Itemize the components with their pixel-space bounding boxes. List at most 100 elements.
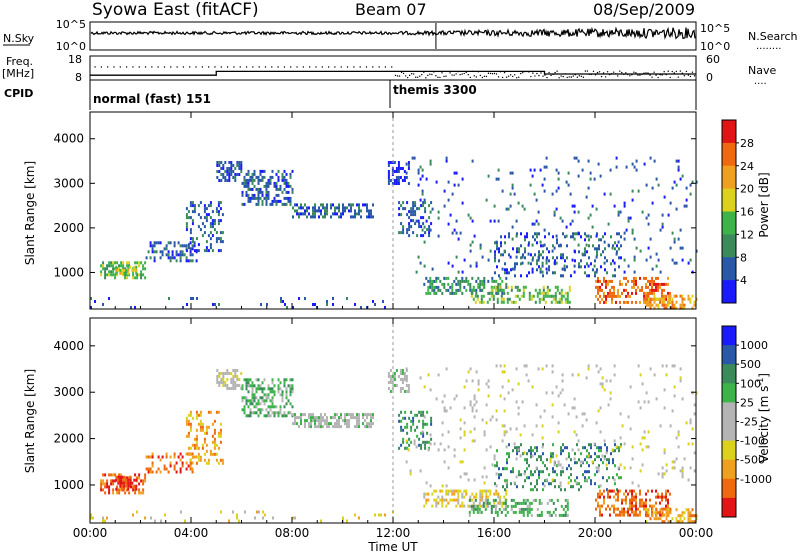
echo-cell: [407, 448, 410, 452]
nave-dot: [106, 66, 109, 68]
echo-cell: [675, 517, 678, 521]
echo-cell: [455, 291, 458, 295]
echo-cell: [136, 476, 139, 480]
echo-cell: [457, 498, 460, 502]
echo-cell: [144, 261, 147, 265]
echo-cell: [557, 177, 560, 181]
echo-cell: [614, 274, 616, 278]
echo-cell: [501, 370, 504, 374]
echo-cell: [541, 436, 544, 440]
echo-cell: [455, 276, 458, 280]
echo-cell: [675, 457, 678, 461]
echo-cell: [457, 288, 460, 292]
echo-cell: [578, 262, 580, 266]
echo-cell: [679, 246, 682, 250]
echo-cell: [599, 367, 602, 371]
echo-cell: [608, 461, 610, 465]
echo-cell: [578, 482, 580, 486]
echo-cell: [261, 175, 264, 179]
echo-cell: [544, 294, 547, 298]
echo-cell: [645, 492, 647, 496]
echo-cell: [502, 300, 505, 304]
echo-cell: [320, 209, 322, 213]
nave-label: Nave: [748, 64, 776, 77]
echo-cell: [366, 206, 368, 210]
echo-cell: [679, 306, 682, 310]
echo-cell: [689, 511, 692, 515]
echo-cell: [171, 253, 174, 257]
echo-cell: [253, 184, 256, 188]
echo-cell: [657, 282, 659, 286]
echo-cell: [604, 247, 606, 251]
echo-cell: [526, 232, 528, 236]
echo-cell: [136, 510, 138, 514]
echo-cell: [605, 294, 607, 298]
echo-cell: [518, 473, 520, 477]
echo-cell: [582, 473, 584, 477]
echo-cell: [261, 169, 264, 173]
echo-cell: [249, 402, 252, 406]
echo-cell: [568, 452, 570, 456]
echo-cell: [584, 232, 586, 236]
echo-cell: [461, 504, 464, 508]
echo-cell: [130, 306, 132, 309]
echo-cell: [617, 498, 619, 502]
echo-cell: [269, 181, 272, 185]
echo-cell: [587, 159, 590, 163]
echo-cell: [191, 219, 194, 223]
echo-cell: [605, 282, 607, 286]
echo-cell: [151, 455, 154, 459]
echo-cell: [314, 425, 316, 429]
echo-cell: [201, 446, 204, 450]
echo-cell: [201, 234, 204, 238]
echo-cell: [665, 504, 667, 508]
echo-cell: [426, 228, 429, 232]
echo-cell: [322, 416, 324, 420]
echo-cell: [597, 492, 599, 496]
colorbar-tick-label: 16: [740, 206, 754, 219]
echo-cell: [637, 400, 640, 404]
echo-cell: [256, 510, 258, 514]
echo-cell: [649, 517, 652, 521]
echo-cell: [566, 294, 569, 298]
echo-cell: [421, 192, 424, 196]
echo-cell: [230, 173, 233, 176]
echo-cell: [495, 472, 498, 476]
echo-cell: [673, 394, 676, 398]
echo-cell: [570, 274, 572, 278]
echo-cell: [255, 402, 258, 406]
echo-cell: [461, 492, 464, 496]
echo-cell: [181, 464, 184, 468]
echo-cell: [459, 436, 462, 440]
echo-cell: [356, 203, 358, 207]
echo-cell: [488, 501, 491, 505]
echo-cell: [558, 485, 560, 489]
echo-cell: [663, 294, 666, 298]
echo-cell: [623, 513, 625, 517]
echo-cell: [439, 489, 442, 493]
echo-cell: [505, 430, 508, 434]
echo-cell: [398, 419, 401, 423]
echo-cell: [500, 473, 502, 477]
echo-cell: [463, 406, 466, 410]
echo-cell: [457, 282, 460, 286]
echo-cell: [140, 261, 143, 265]
echo-cell: [506, 504, 509, 508]
echo-cell: [556, 300, 559, 304]
echo-cell: [520, 507, 523, 511]
echo-cell: [653, 373, 656, 377]
echo-cell: [498, 507, 501, 511]
echo-cell: [271, 175, 274, 179]
echo-cell: [498, 259, 500, 263]
echo-cell: [451, 264, 454, 268]
echo-cell: [90, 306, 92, 309]
nave-dot: [689, 75, 692, 78]
echo-cell: [510, 285, 513, 289]
echo-cell: [564, 513, 567, 517]
echo-cell: [342, 206, 344, 210]
freq-label-line2: [MHz]: [2, 67, 34, 80]
echo-cell: [240, 167, 243, 170]
echo-cell: [435, 276, 438, 280]
echo-cell: [596, 247, 598, 251]
echo-cell: [531, 454, 534, 458]
